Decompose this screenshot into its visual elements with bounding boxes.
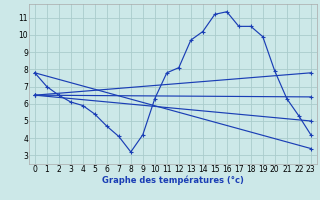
- X-axis label: Graphe des températures (°c): Graphe des températures (°c): [102, 175, 244, 185]
